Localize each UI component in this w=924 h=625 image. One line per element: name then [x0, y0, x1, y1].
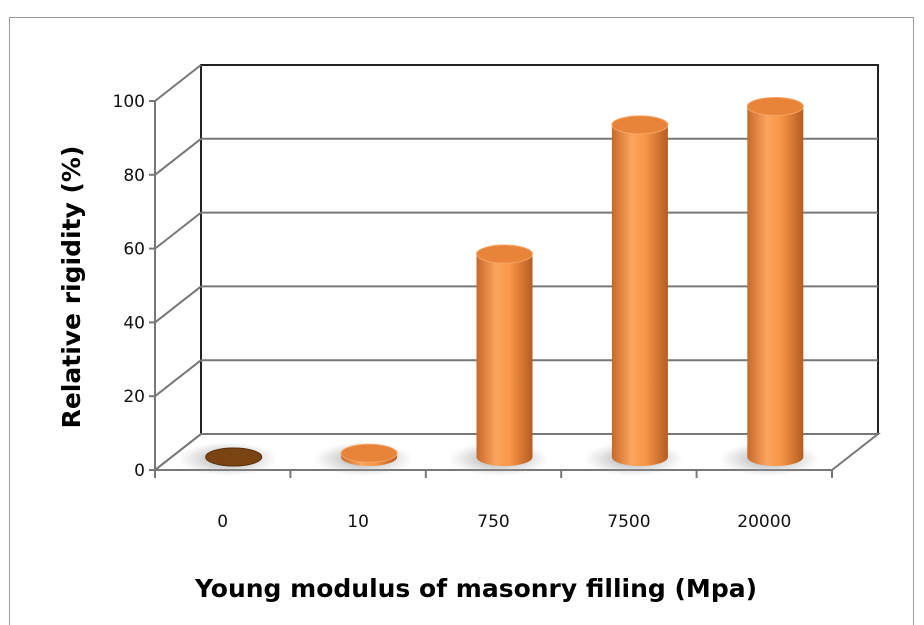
x-tick-label: 20000	[737, 512, 791, 532]
bar-top	[340, 443, 398, 463]
x-tick-label: 0	[217, 512, 228, 532]
bar-body	[747, 106, 804, 466]
y-tick-label: 0	[134, 461, 145, 481]
side-gridline	[154, 64, 202, 102]
y-tick-label: 40	[123, 313, 145, 333]
y-tick-label: 60	[123, 240, 145, 260]
x-axis-label: Young modulus of masonry filling (Mpa)	[194, 574, 757, 603]
bar-body	[476, 254, 533, 466]
bar-top	[476, 244, 533, 264]
x-tick-label: 10	[347, 512, 369, 532]
x-tick-label: 750	[477, 512, 509, 532]
bar-body	[611, 124, 668, 467]
bar-top	[746, 96, 804, 116]
bar-0	[177, 442, 278, 476]
chart-frame	[9, 17, 914, 625]
side-gridline	[154, 359, 202, 397]
y-axis-label: Relative rigidity (%)	[57, 146, 86, 429]
floor	[154, 433, 881, 471]
side-gridline	[154, 285, 202, 324]
side-gridline	[154, 211, 202, 250]
y-tick-label: 80	[123, 166, 145, 186]
bar-10	[313, 442, 414, 476]
y-tick-label: 20	[123, 387, 145, 407]
bar-top	[611, 115, 669, 135]
bar-750	[448, 244, 549, 476]
bar-7500	[583, 115, 684, 476]
x-tick-label: 7500	[607, 512, 650, 532]
side-gridline	[154, 138, 202, 176]
bar-20000	[719, 96, 820, 476]
bar-top	[205, 447, 263, 467]
y-tick-label: 100	[113, 92, 145, 112]
